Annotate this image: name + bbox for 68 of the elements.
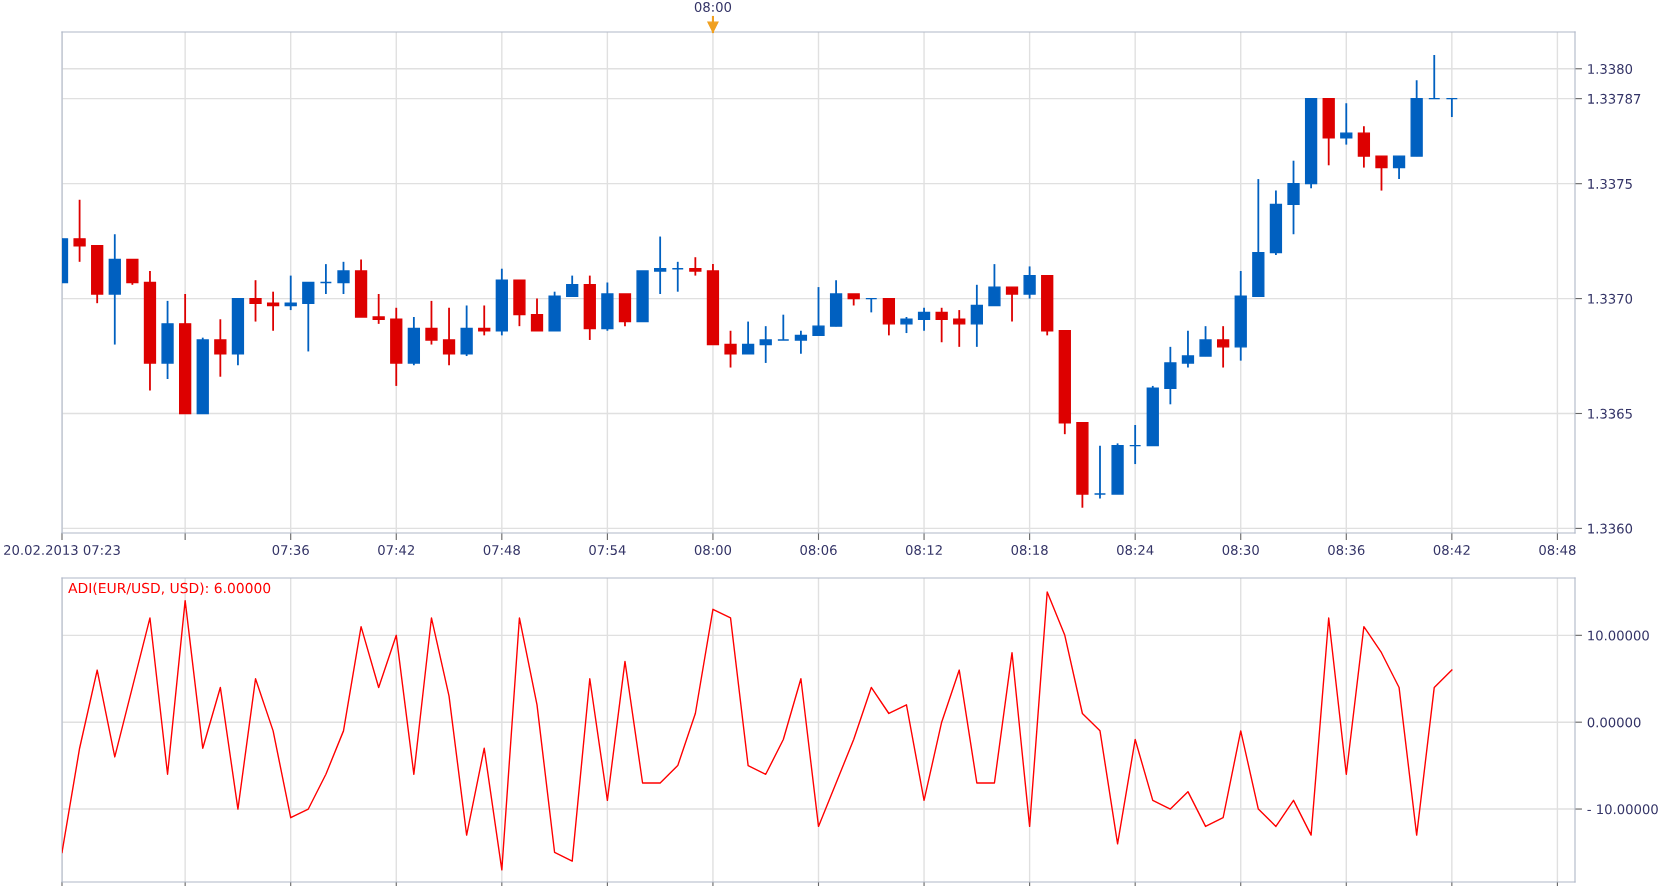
candlestick: [126, 258, 139, 286]
candlestick: [302, 281, 315, 353]
candlestick: [284, 274, 297, 311]
candlestick: [759, 325, 772, 364]
candlestick: [1129, 424, 1142, 465]
y-tick-label: 10.00000: [1588, 630, 1649, 641]
x-tick-label: 08:36: [1328, 545, 1365, 556]
candlestick: [812, 286, 825, 337]
candlestick: [689, 256, 702, 277]
candlestick: [442, 306, 456, 367]
candlestick: [319, 263, 333, 295]
candlestick: [777, 313, 790, 341]
candlestick: [970, 283, 983, 348]
x-tick-label: 07:48: [483, 545, 520, 556]
candlestick: [214, 318, 227, 378]
candlestick: [724, 329, 737, 369]
y-tick-label: 1.3365: [1588, 408, 1632, 419]
y-tick-label: - 10.00000: [1587, 804, 1658, 815]
x-tick-label: 07:36: [272, 545, 309, 556]
x-tick-label: 20.02.2013 07:23: [4, 545, 120, 556]
y-tick-label: 1.3375: [1588, 178, 1632, 189]
candlestick: [1023, 265, 1036, 300]
x-tick-label: 07:54: [589, 545, 626, 556]
y-tick-label: 1.3360: [1588, 523, 1633, 534]
ref-line-label: 08:00: [694, 1, 732, 12]
candlestick: [988, 263, 1001, 307]
candlestick: [953, 309, 966, 348]
x-tick-label: 08:48: [1539, 545, 1576, 556]
candlestick: [671, 260, 684, 293]
candlestick: [1005, 286, 1019, 323]
candlestick: [530, 297, 544, 332]
candlestick: [425, 299, 438, 346]
candlestick: [249, 279, 262, 323]
x-tick-label: 08:12: [905, 545, 942, 556]
candlestick: [1392, 155, 1406, 180]
x-tick-label: 08:18: [1011, 545, 1048, 556]
candlestick: [1287, 159, 1300, 236]
candlestick: [1216, 325, 1230, 369]
candlestick: [1093, 444, 1107, 500]
candlestick: [73, 198, 86, 263]
x-tick-label: 08:00: [694, 545, 732, 556]
candlestick: [337, 260, 350, 295]
candlestick: [935, 306, 948, 344]
candlestick: [566, 274, 579, 298]
candlestick: [1375, 155, 1388, 192]
y-tick-label: 1.3380: [1588, 63, 1633, 74]
candlestick: [865, 297, 878, 314]
candlestick: [1181, 329, 1195, 369]
x-tick-label: 08:30: [1222, 545, 1259, 556]
candlestick: [1445, 97, 1458, 118]
candlestick: [372, 293, 385, 325]
x-tick-label: 08:24: [1117, 545, 1154, 556]
chart-title: ADI(EUR/USD, USD): 6.00000: [68, 582, 271, 595]
candlestick: [654, 235, 667, 295]
candlestick: [266, 290, 280, 332]
x-tick-label: 08:06: [800, 545, 837, 556]
x-tick-label: 07:42: [378, 545, 414, 556]
candlestick: [1340, 102, 1353, 146]
candlestick: [1428, 54, 1441, 100]
candlestick: [917, 306, 931, 332]
candlestick: [741, 320, 755, 355]
candlestick: [794, 329, 808, 355]
y-tick-label: 1.33787: [1588, 93, 1641, 104]
x-tick-label: 08:42: [1433, 545, 1470, 556]
candlestick: [1357, 125, 1371, 169]
candlestick: [1199, 325, 1212, 357]
y-tick-label: 1.3370: [1588, 293, 1633, 304]
y-tick-label: 0.00000: [1587, 717, 1641, 728]
